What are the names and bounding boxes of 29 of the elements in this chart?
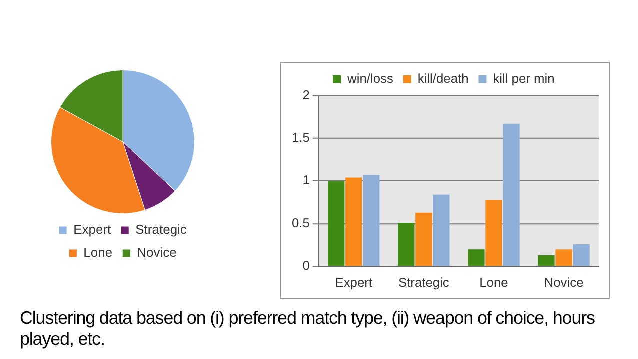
legend-label: Strategic <box>136 222 188 238</box>
bar <box>346 178 362 266</box>
y-tick-label: 0 <box>302 258 310 274</box>
bar <box>363 175 380 266</box>
bar <box>486 200 502 266</box>
bar <box>538 256 555 266</box>
legend-label: Novice <box>137 245 177 260</box>
legend-label: Lone <box>84 245 113 260</box>
legend-label: kill per min <box>493 70 555 86</box>
bar <box>573 244 590 266</box>
legend-label: Expert <box>74 222 112 238</box>
x-tick-label: Strategic <box>398 274 450 290</box>
text: Clustering data based on (i) preferred match type, (ii) weapon of choice, hours played, etc. <box>20 308 596 350</box>
y-tick-label: 0.5 <box>292 215 310 230</box>
bar <box>556 250 572 266</box>
bar <box>328 181 345 266</box>
bar <box>468 250 485 266</box>
x-tick-label: Expert <box>335 274 373 290</box>
x-tick-label: Novice <box>544 274 584 290</box>
bar <box>503 124 520 266</box>
y-tick-label: 1 <box>302 172 310 188</box>
bar <box>398 223 415 266</box>
x-tick-label: Lone <box>480 274 508 290</box>
y-tick-label: 2 <box>302 87 310 102</box>
bar <box>416 212 432 266</box>
legend-label: win/loss <box>346 70 394 86</box>
bar <box>433 194 450 266</box>
legend-label: kill/death <box>418 70 469 86</box>
y-tick-label: 1.5 <box>292 130 310 145</box>
